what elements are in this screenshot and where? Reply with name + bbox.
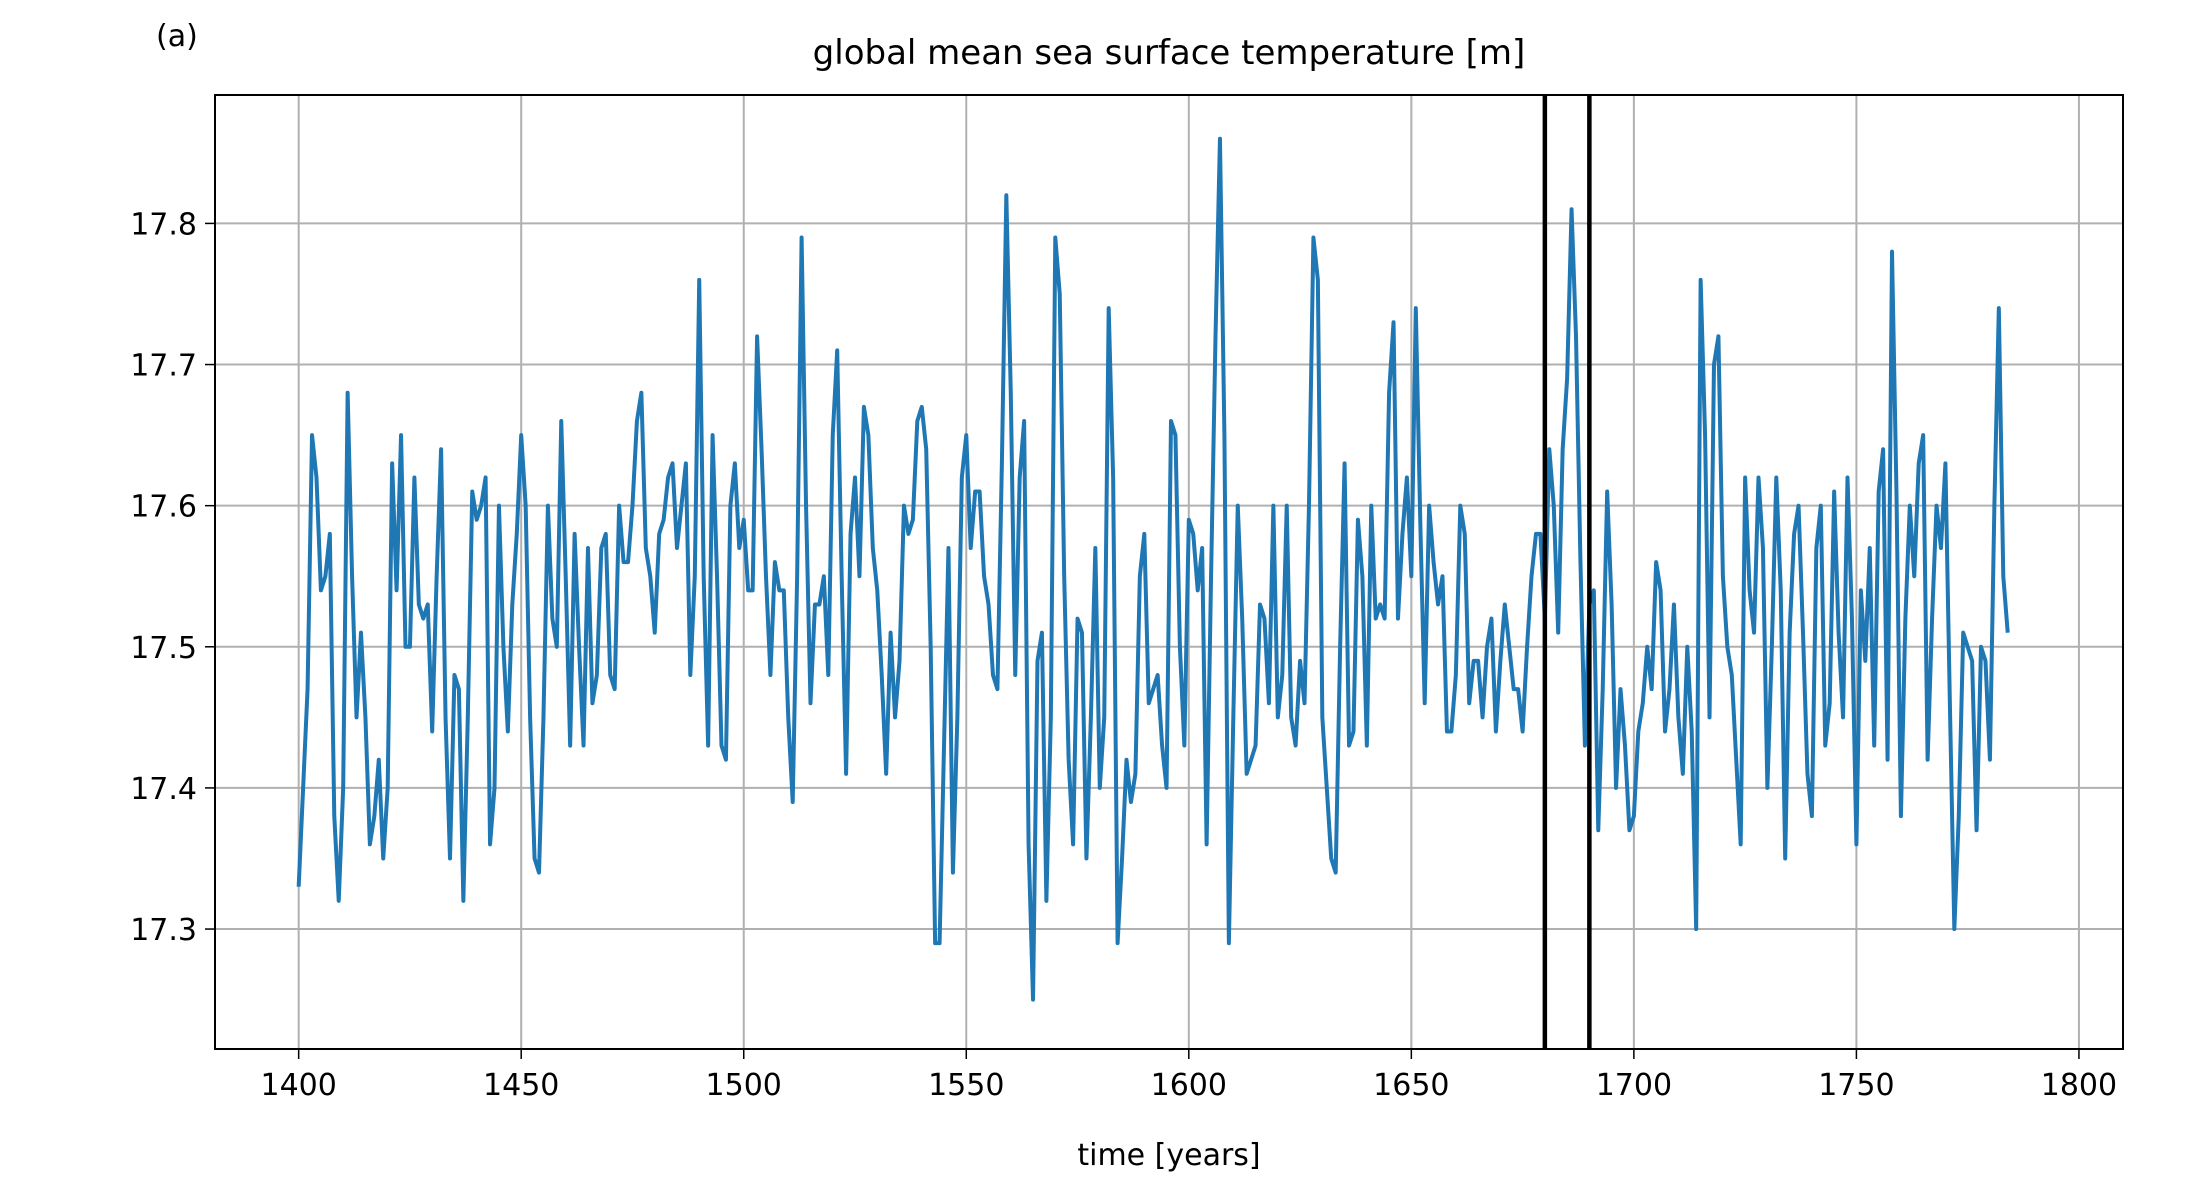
x-tick-label: 1650 (1373, 1068, 1449, 1103)
x-tick-label: 1500 (706, 1068, 782, 1103)
y-tick-label: 17.5 (130, 631, 197, 666)
y-tick-label: 17.4 (130, 772, 197, 807)
x-tick-label: 1750 (1818, 1068, 1894, 1103)
x-tick-label: 1800 (2041, 1068, 2117, 1103)
x-tick-label: 1400 (260, 1068, 336, 1103)
y-tick-label: 17.7 (130, 349, 197, 384)
y-tick-label: 17.6 (130, 490, 197, 525)
y-tick-label: 17.8 (130, 207, 197, 242)
data-line (296, 136, 2010, 1002)
x-tick-label: 1700 (1596, 1068, 1672, 1103)
x-tick-label: 1450 (483, 1068, 559, 1103)
chart-title: global mean sea surface temperature [m] (813, 33, 1526, 73)
panel-label: (a) (156, 19, 198, 54)
x-axis-label: time [years] (1077, 1138, 1260, 1173)
x-tick-label: 1550 (928, 1068, 1004, 1103)
plot-frame (214, 94, 2124, 1050)
x-tick-label: 1600 (1151, 1068, 1227, 1103)
y-tick-label: 17.3 (130, 913, 197, 948)
